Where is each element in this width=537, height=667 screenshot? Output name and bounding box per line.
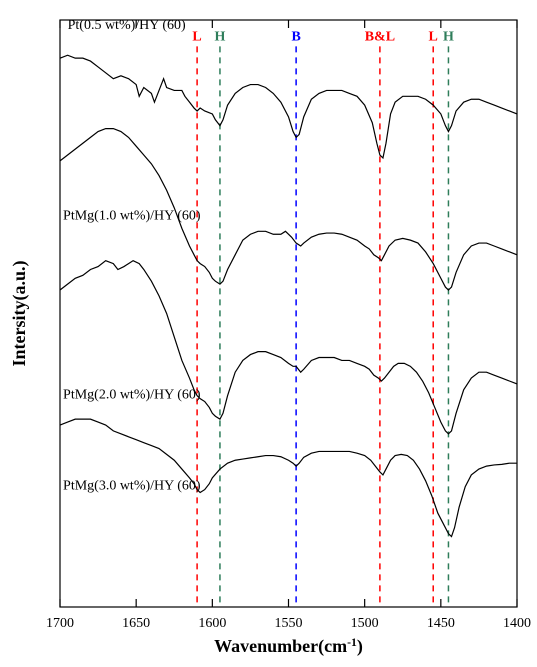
x-tick-label: 1500: [351, 616, 379, 631]
x-tick-label: 1600: [198, 616, 226, 631]
x-tick-label: 1650: [122, 616, 150, 631]
spectra-chart: 1700165016001550150014501400LHBB&LLHPt(0…: [0, 0, 537, 667]
x-axis-label: Wavenumber(cm-1): [214, 636, 363, 658]
x-tick-label: 1550: [275, 616, 303, 631]
guide-label: B&L: [365, 30, 395, 45]
x-tick-label: 1450: [427, 616, 455, 631]
guide-label: B: [291, 30, 300, 45]
x-tick-label: 1400: [503, 616, 531, 631]
series-label: Pt(0.5 wt%)/HY (60): [68, 18, 186, 33]
chart-bg: [0, 0, 537, 667]
guide-label: L: [429, 30, 438, 45]
x-tick-label: 1700: [46, 616, 74, 631]
guide-label: H: [215, 30, 226, 45]
series-label: PtMg(3.0 wt%)/HY (60): [63, 479, 201, 494]
guide-label: L: [192, 30, 201, 45]
series-label: PtMg(1.0 wt%)/HY (60): [63, 209, 201, 224]
y-axis-label: Intersity(a.u.): [9, 261, 30, 367]
guide-label: H: [443, 30, 454, 45]
series-label: PtMg(2.0 wt%)/HY (60): [63, 388, 201, 403]
